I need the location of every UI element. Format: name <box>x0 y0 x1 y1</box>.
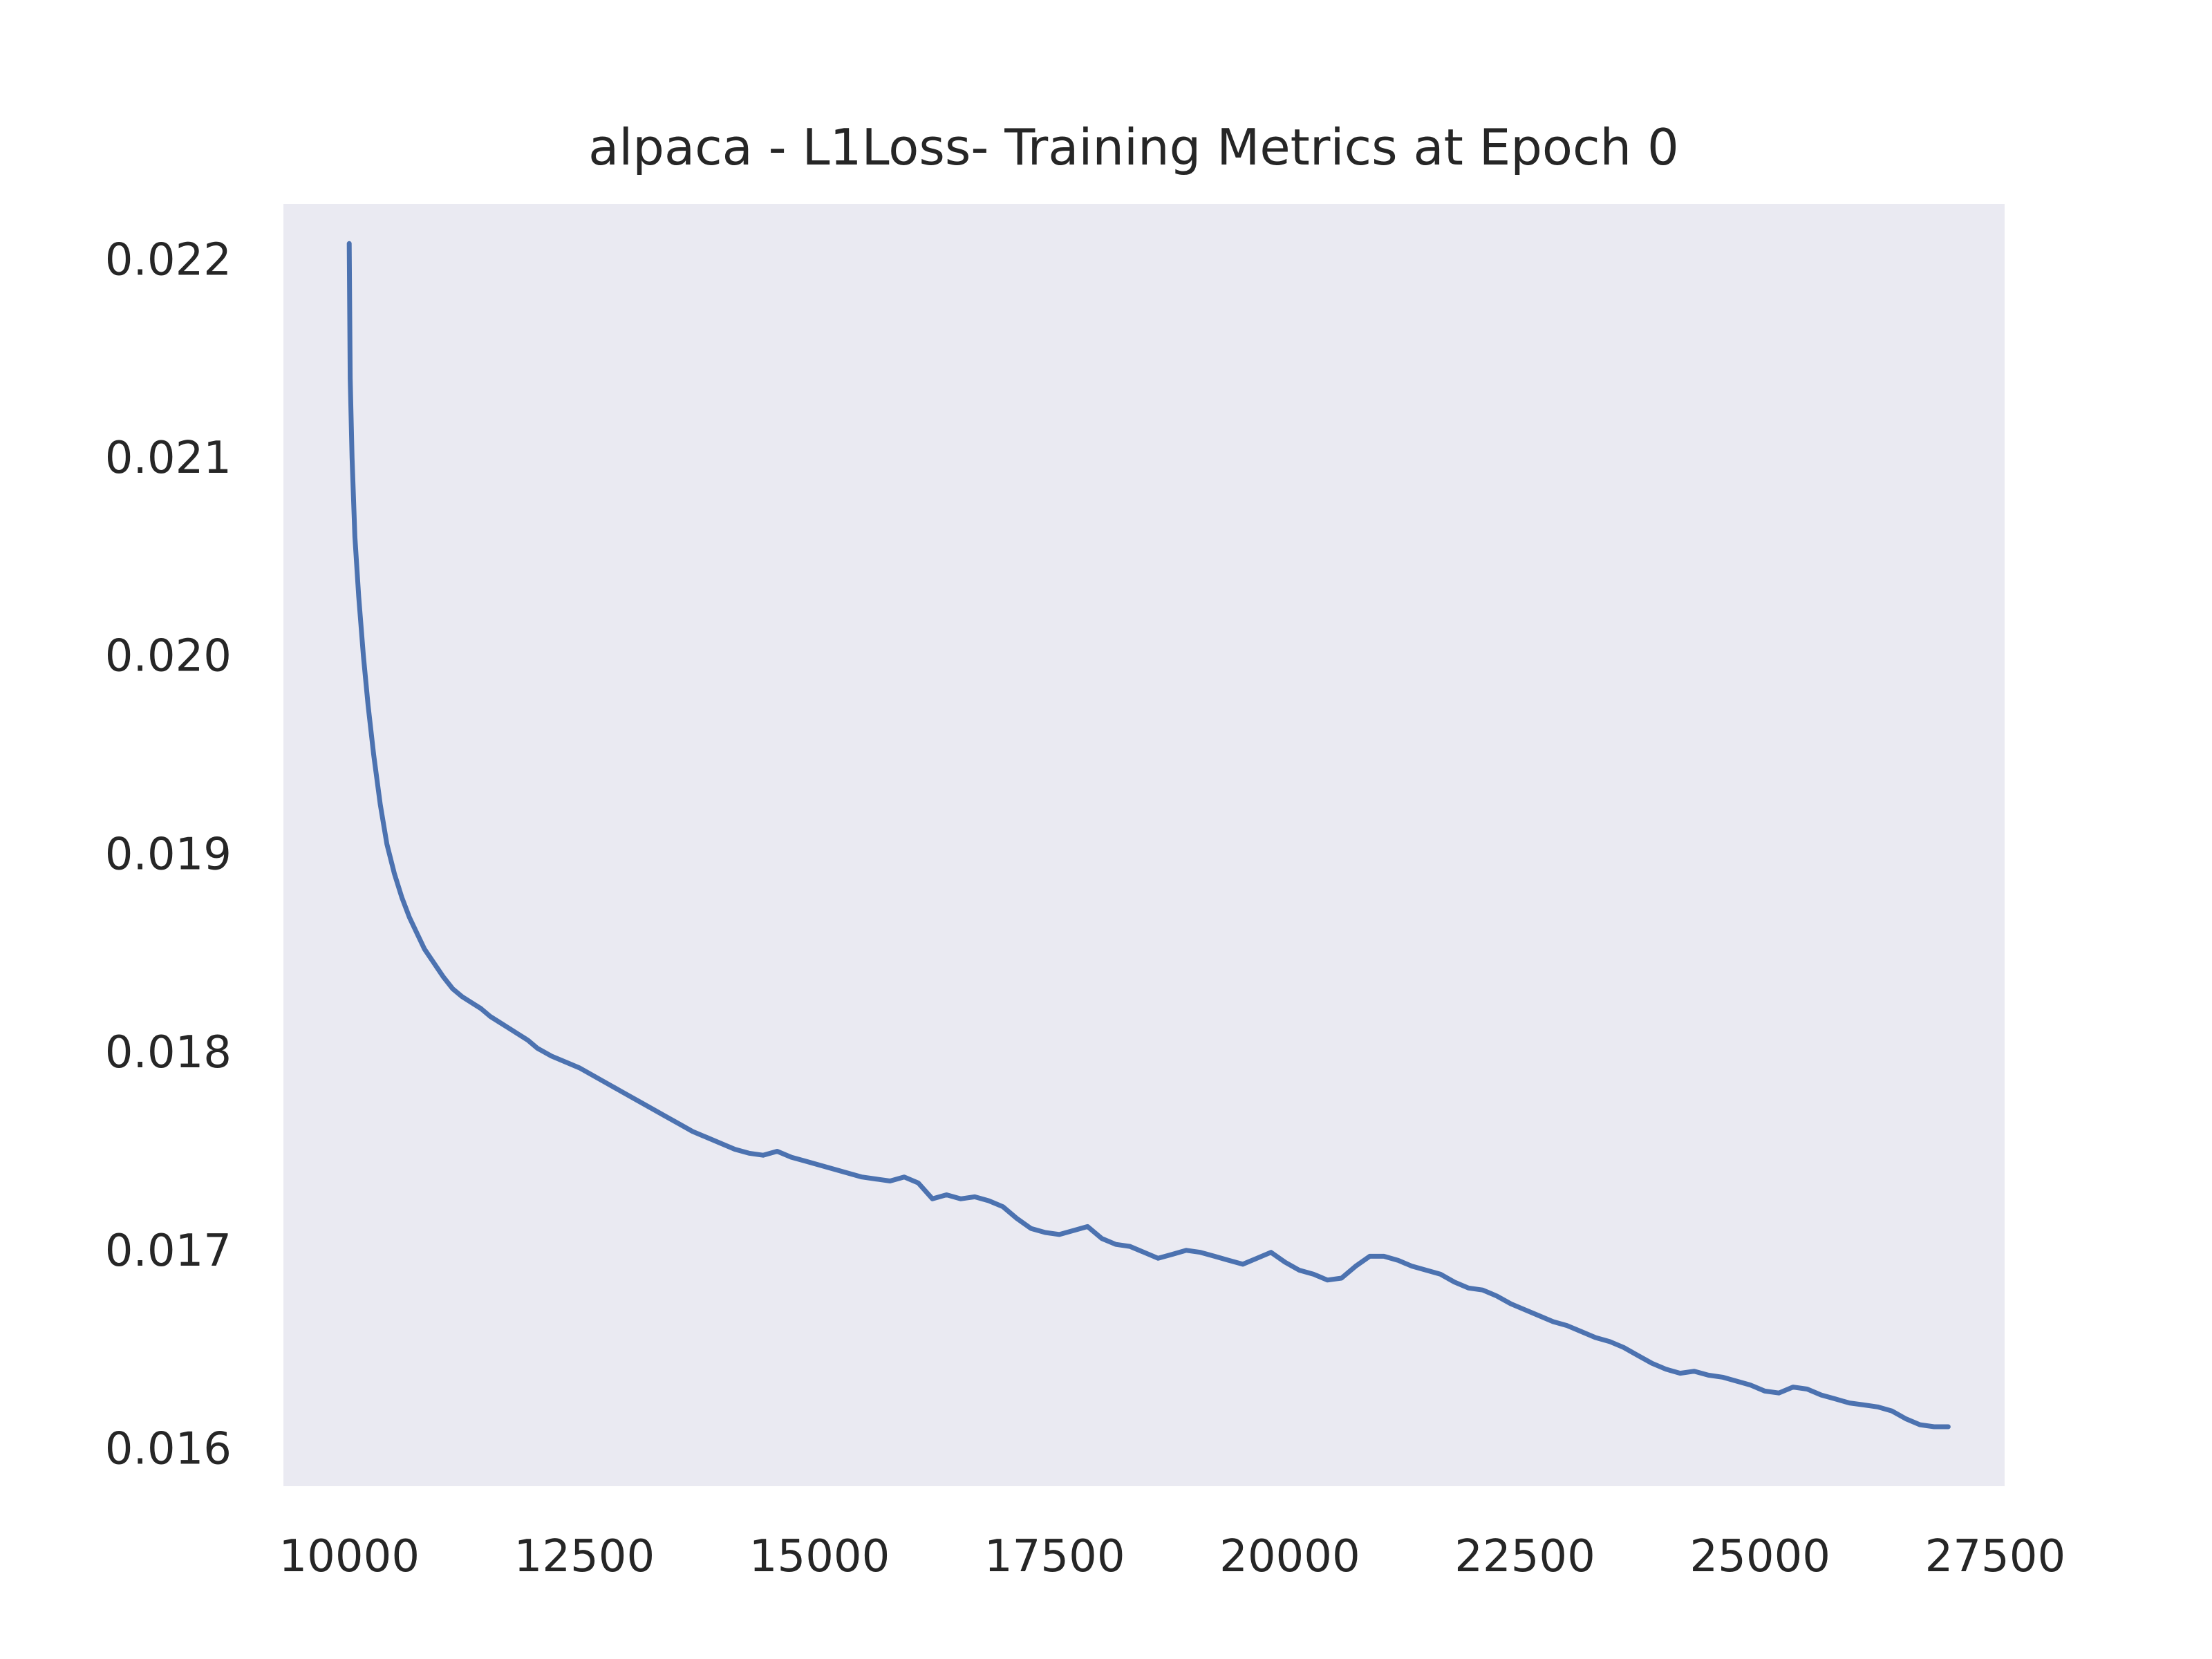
x-tick-label: 25000 <box>1689 1531 1830 1582</box>
y-tick-label: 0.017 <box>105 1226 232 1277</box>
series-line <box>346 241 1951 1430</box>
x-tick-label: 27500 <box>1925 1531 2066 1582</box>
x-tick-label: 22500 <box>1454 1531 1595 1582</box>
x-tick-label: 15000 <box>749 1531 890 1582</box>
y-axis-ticks: 0.016 0.017 0.018 0.019 0.020 0.021 0.022 <box>105 234 232 1474</box>
y-tick-label: 0.020 <box>105 631 232 682</box>
plot-area <box>283 204 2005 1486</box>
chart-title: alpaca - L1Loss- Training Metrics at Epo… <box>588 118 1679 176</box>
x-tick-label: 17500 <box>984 1531 1125 1582</box>
y-tick-label: 0.021 <box>105 433 232 484</box>
x-tick-label: 10000 <box>279 1531 420 1582</box>
y-tick-label: 0.022 <box>105 234 232 285</box>
y-tick-label: 0.019 <box>105 829 232 880</box>
series-layer <box>346 241 1951 1430</box>
y-tick-label: 0.016 <box>105 1424 232 1475</box>
x-tick-label: 12500 <box>514 1531 655 1582</box>
y-tick-label: 0.018 <box>105 1027 232 1078</box>
x-tick-label: 20000 <box>1219 1531 1360 1582</box>
x-axis-ticks: 10000 12500 15000 17500 20000 22500 25000 27500 <box>279 1531 2065 1582</box>
